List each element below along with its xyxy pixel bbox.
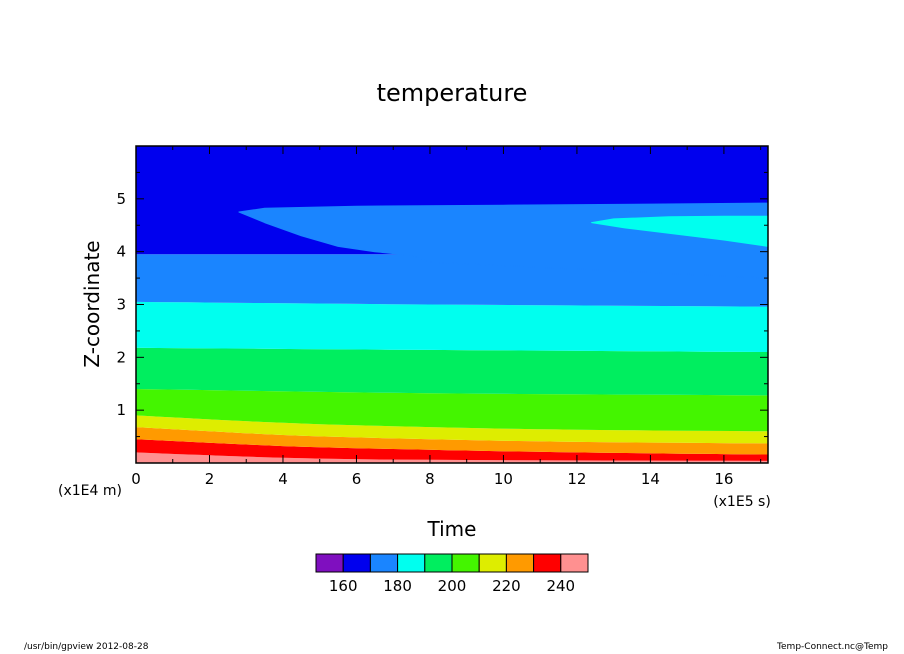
colorbar: 160 180 200 220 240	[315, 553, 589, 595]
contour-band-5	[136, 347, 768, 396]
colorbar-label: 180	[383, 577, 412, 595]
colorbar-swatch	[533, 553, 562, 573]
contour-band-2	[136, 427, 768, 455]
contour-band-4	[136, 389, 768, 432]
x-unit-label: (x1E5 s)	[713, 494, 771, 510]
y-tick-label: 2	[116, 348, 126, 366]
y-tick-label: 3	[116, 296, 126, 314]
contour-fill-layer	[136, 146, 768, 463]
y-tick-label: 1	[116, 401, 126, 419]
colorbar-swatch	[505, 553, 535, 573]
colorbar-label: 200	[438, 577, 467, 595]
y-tick-label: 5	[116, 190, 126, 208]
colorbar-swatch	[369, 553, 399, 573]
colorbar-swatch	[478, 553, 507, 573]
x-tick-label: 6	[352, 470, 362, 488]
colorbar-label: 160	[329, 577, 358, 595]
colorbar-swatch	[451, 553, 480, 573]
y-axis-label: Z-coordinate	[80, 240, 104, 367]
contour-band-0	[136, 452, 768, 463]
chart-title: temperature	[377, 79, 528, 107]
colorbar-label: 220	[492, 577, 521, 595]
colorbar-swatch	[342, 553, 371, 573]
x-tick-label: 14	[641, 470, 660, 488]
colorbar-swatch	[315, 553, 344, 573]
colorbar-swatch	[397, 553, 426, 573]
footer-command-date: /usr/bin/gpview 2012-08-28	[24, 642, 149, 652]
colorbar-label: 240	[546, 577, 575, 595]
colorbar-swatch	[424, 553, 453, 573]
x-axis-label: Time	[427, 517, 477, 541]
contour-band-6	[136, 301, 768, 352]
x-tick-label: 16	[714, 470, 733, 488]
y-unit-label: (x1E4 m)	[58, 483, 122, 499]
x-tick-label: 0	[131, 470, 141, 488]
contour-patch-1	[591, 215, 768, 247]
x-tick-label: 8	[425, 470, 435, 488]
footer-data-source: Temp-Connect.nc@Temp	[777, 642, 888, 652]
contour-band-3	[136, 415, 768, 444]
contour-band-1	[136, 439, 768, 461]
x-tick-label: 12	[567, 470, 586, 488]
y-tick-label: 4	[116, 243, 126, 261]
x-tick-label: 4	[278, 470, 288, 488]
x-tick-label: 2	[205, 470, 215, 488]
colorbar-swatch	[560, 553, 589, 573]
x-tick-label: 10	[494, 470, 513, 488]
